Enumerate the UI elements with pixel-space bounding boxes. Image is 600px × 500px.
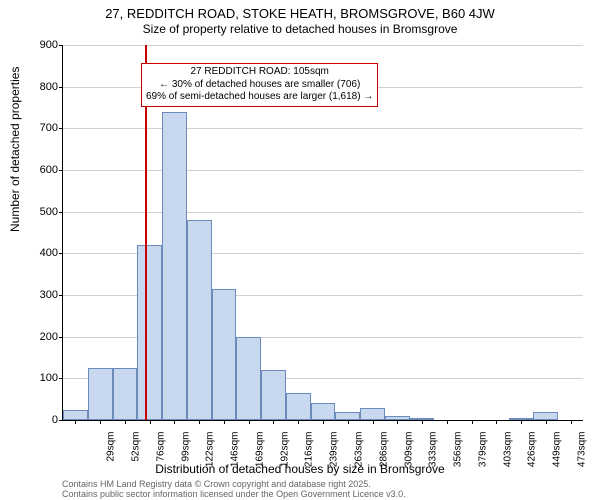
histogram-bar [88, 368, 113, 420]
xtick-mark [75, 420, 76, 424]
footer-line2: Contains public sector information licen… [62, 490, 406, 500]
xtick-label: 426sqm [527, 432, 538, 472]
xtick-label: 239sqm [329, 432, 340, 472]
chart-container: 27, REDDITCH ROAD, STOKE HEATH, BROMSGRO… [0, 0, 600, 500]
ytick-mark [59, 170, 63, 171]
ytick-label: 500 [18, 206, 58, 218]
xtick-mark [199, 420, 200, 424]
histogram-bar [533, 412, 558, 420]
xtick-mark [348, 420, 349, 424]
xtick-label: 263sqm [354, 432, 365, 472]
xtick-mark [397, 420, 398, 424]
gridline [63, 128, 583, 129]
ytick-label: 800 [18, 81, 58, 93]
xtick-label: 29sqm [106, 432, 117, 472]
ytick-label: 300 [18, 289, 58, 301]
gridline [63, 170, 583, 171]
xtick-mark [249, 420, 250, 424]
xtick-label: 356sqm [453, 432, 464, 472]
histogram-bar [187, 220, 212, 420]
xtick-label: 216sqm [304, 432, 315, 472]
xtick-mark [521, 420, 522, 424]
histogram-bar [212, 289, 237, 420]
ytick-mark [59, 87, 63, 88]
xtick-label: 403sqm [502, 432, 513, 472]
plot-area: 27 REDDITCH ROAD: 105sqm ← 30% of detach… [62, 45, 583, 421]
xtick-label: 473sqm [576, 432, 587, 472]
ytick-mark [59, 337, 63, 338]
xtick-label: 333sqm [428, 432, 439, 472]
ytick-mark [59, 295, 63, 296]
histogram-bar [261, 370, 286, 420]
xtick-label: 309sqm [403, 432, 414, 472]
xtick-mark [224, 420, 225, 424]
annotation-box: 27 REDDITCH ROAD: 105sqm ← 30% of detach… [141, 63, 378, 107]
histogram-bar [113, 368, 138, 420]
xtick-mark [150, 420, 151, 424]
xtick-label: 379sqm [477, 432, 488, 472]
xtick-mark [323, 420, 324, 424]
xtick-label: 52sqm [131, 432, 142, 472]
ytick-label: 200 [18, 331, 58, 343]
chart-title-main: 27, REDDITCH ROAD, STOKE HEATH, BROMSGRO… [0, 6, 600, 21]
xtick-label: 192sqm [279, 432, 290, 472]
xtick-mark [571, 420, 572, 424]
annotation-line2: ← 30% of detached houses are smaller (70… [146, 79, 373, 92]
xtick-mark [472, 420, 473, 424]
xtick-mark [546, 420, 547, 424]
histogram-bar [63, 410, 88, 420]
histogram-bar [360, 408, 385, 421]
xtick-label: 99sqm [180, 432, 191, 472]
ytick-mark [59, 212, 63, 213]
xtick-label: 286sqm [378, 432, 389, 472]
xtick-mark [273, 420, 274, 424]
xtick-mark [373, 420, 374, 424]
ytick-mark [59, 128, 63, 129]
ytick-label: 700 [18, 122, 58, 134]
ytick-mark [59, 45, 63, 46]
histogram-bar [236, 337, 261, 420]
footer-attribution: Contains HM Land Registry data © Crown c… [62, 480, 406, 500]
ytick-label: 600 [18, 164, 58, 176]
histogram-bar [286, 393, 311, 420]
xtick-mark [422, 420, 423, 424]
ytick-label: 0 [18, 414, 58, 426]
xtick-mark [447, 420, 448, 424]
ytick-mark [59, 253, 63, 254]
xtick-mark [125, 420, 126, 424]
xtick-label: 449sqm [552, 432, 563, 472]
annotation-line3: 69% of semi-detached houses are larger (… [146, 91, 373, 104]
xtick-mark [174, 420, 175, 424]
ytick-mark [59, 378, 63, 379]
histogram-bar [137, 245, 162, 420]
histogram-bar [162, 112, 187, 420]
chart-title-sub: Size of property relative to detached ho… [0, 22, 600, 36]
xtick-mark [496, 420, 497, 424]
ytick-label: 100 [18, 372, 58, 384]
xtick-mark [100, 420, 101, 424]
histogram-bar [335, 412, 360, 420]
xtick-label: 169sqm [254, 432, 265, 472]
histogram-bar [311, 403, 336, 420]
xtick-label: 122sqm [205, 432, 216, 472]
xtick-mark [298, 420, 299, 424]
annotation-line1: 27 REDDITCH ROAD: 105sqm [146, 66, 373, 79]
ytick-label: 400 [18, 247, 58, 259]
xtick-label: 146sqm [230, 432, 241, 472]
ytick-label: 900 [18, 39, 58, 51]
ytick-mark [59, 420, 63, 421]
xtick-label: 76sqm [155, 432, 166, 472]
gridline [63, 212, 583, 213]
gridline [63, 45, 583, 46]
